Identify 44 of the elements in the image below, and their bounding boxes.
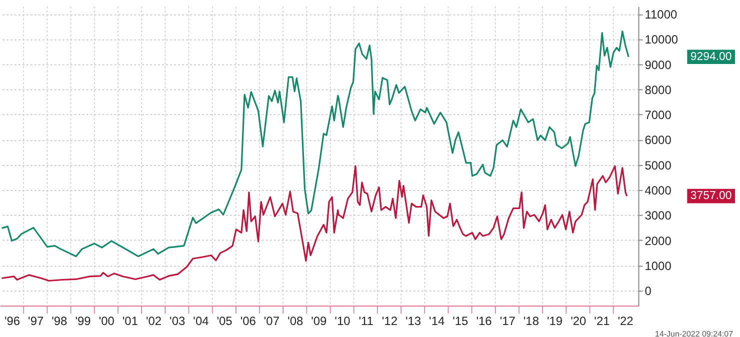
y-tick-label: 3000 — [644, 208, 672, 223]
x-tick-label: '21 — [594, 314, 610, 328]
y-tick-label: 0 — [644, 284, 652, 298]
line-series — [0, 30, 630, 258]
x-tick-label: '14 — [429, 314, 445, 328]
y-tick-label: 4000 — [644, 183, 672, 198]
line-series — [0, 165, 628, 282]
y-tick-label: 1000 — [644, 258, 672, 273]
x-tick-label: '08 — [288, 314, 304, 328]
y-tick-label: 8000 — [644, 82, 672, 97]
x-tick-label: '98 — [52, 314, 68, 328]
x-tick-label: '13 — [405, 314, 422, 328]
x-tick-label: '09 — [311, 314, 328, 328]
x-tick-label: '07 — [264, 314, 280, 328]
x-tick-label: '04 — [193, 314, 210, 328]
x-tick-label: '96 — [4, 314, 20, 328]
y-tick-label: 6000 — [644, 133, 672, 148]
x-tick-label: '97 — [28, 314, 44, 328]
x-tick-label: '99 — [75, 314, 92, 328]
x-tick-label: '03 — [170, 314, 186, 328]
x-tick-label: '06 — [240, 314, 256, 328]
x-tick-label: '01 — [122, 314, 138, 328]
x-tick-label: '17 — [500, 314, 516, 328]
y-tick-label: 9000 — [644, 58, 672, 72]
y-tick-label: 5000 — [644, 158, 672, 172]
x-tick-label: '10 — [334, 314, 351, 328]
x-tick-label: '16 — [476, 314, 492, 328]
x-tick-label: '11 — [358, 314, 374, 328]
y-tick-label: 2000 — [644, 234, 672, 248]
x-tick-label: '20 — [570, 314, 587, 328]
text: 3757.00 — [690, 190, 732, 202]
x-tick-label: '22 — [618, 314, 634, 328]
x-tick-label: '19 — [546, 314, 563, 328]
x-tick-label: '15 — [452, 314, 469, 328]
x-tick-label: '00 — [98, 314, 115, 328]
x-tick-label: '18 — [523, 314, 540, 328]
y-tick-label: 10000 — [644, 32, 678, 47]
x-tick-label: '02 — [146, 314, 162, 328]
text: 14-Jun-2022 09:24:07 — [655, 330, 734, 337]
x-tick-label: '12 — [382, 314, 398, 328]
text: 9294.00 — [690, 50, 732, 63]
y-tick-label: 11000 — [644, 7, 678, 22]
x-tick-label: '05 — [216, 314, 233, 328]
y-tick-label: 7000 — [644, 108, 672, 122]
